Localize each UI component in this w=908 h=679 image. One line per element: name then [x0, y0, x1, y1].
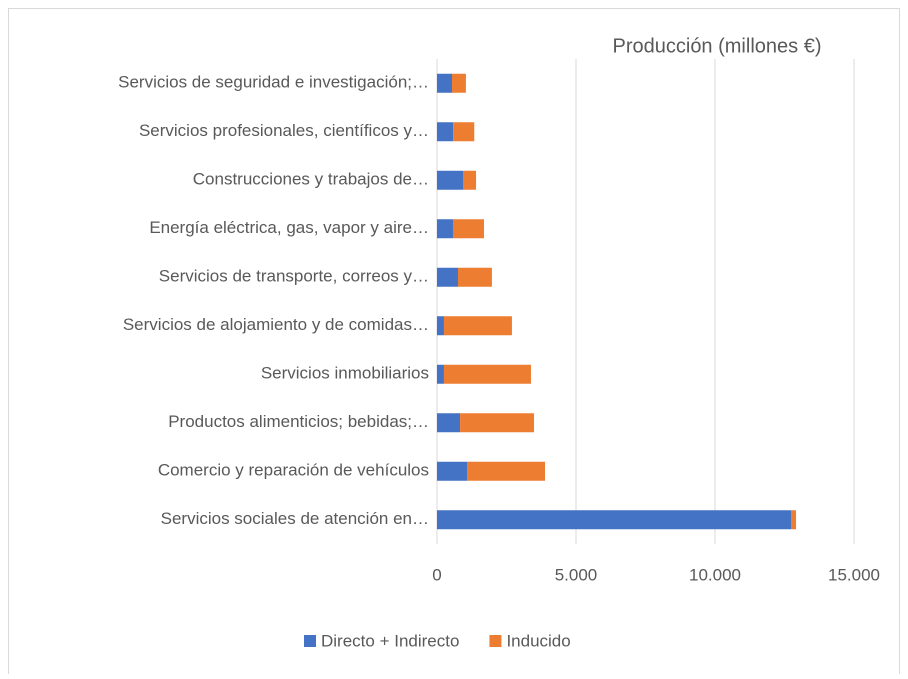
- bar: [437, 219, 453, 239]
- bar: [467, 461, 546, 481]
- bar: [437, 364, 444, 384]
- bar: [457, 267, 492, 287]
- bar: [452, 73, 466, 93]
- y-tick-label: Servicios de seguridad e investigación;…: [118, 73, 429, 92]
- y-tick-label: Servicios inmobiliarios: [261, 364, 429, 383]
- bar: [437, 461, 468, 481]
- bar: [443, 316, 512, 336]
- chart-frame: [8, 8, 900, 679]
- x-tick-label: 5.000: [555, 565, 598, 584]
- bar: [791, 510, 797, 530]
- bar: [437, 122, 454, 142]
- bar: [437, 267, 458, 287]
- y-tick-label: Productos alimenticios; bebidas;…: [168, 412, 429, 431]
- chart-title: Producción (millones €): [613, 35, 822, 57]
- bar: [460, 413, 535, 433]
- legend-label: Directo + Indirecto: [321, 631, 459, 650]
- y-tick-label: Comercio y reparación de vehículos: [158, 461, 429, 480]
- y-tick-label: Energía eléctrica, gas, vapor y aire…: [149, 218, 429, 237]
- bar: [437, 73, 453, 93]
- x-tick-label: 0: [432, 565, 441, 584]
- x-tick-label: 15.000: [828, 565, 880, 584]
- bar: [437, 170, 463, 190]
- legend-label: Inducido: [506, 631, 570, 650]
- bar: [452, 219, 484, 239]
- bar: [437, 316, 444, 336]
- y-tick-label: Servicios de alojamiento y de comidas…: [123, 315, 429, 334]
- bar: [462, 170, 477, 190]
- bar: [437, 413, 461, 433]
- y-tick-label: Construcciones y trabajos de…: [193, 170, 429, 189]
- bar: [443, 364, 531, 384]
- y-tick-label: Servicios de transporte, correos y…: [159, 267, 429, 286]
- legend-swatch: [304, 635, 316, 647]
- legend-swatch: [489, 635, 502, 647]
- y-tick-label: Servicios sociales de atención en…: [161, 509, 429, 528]
- bar: [453, 122, 475, 142]
- y-tick-label: Servicios profesionales, científicos y…: [139, 121, 429, 140]
- bar: [437, 510, 792, 530]
- x-tick-label: 10.000: [689, 565, 741, 584]
